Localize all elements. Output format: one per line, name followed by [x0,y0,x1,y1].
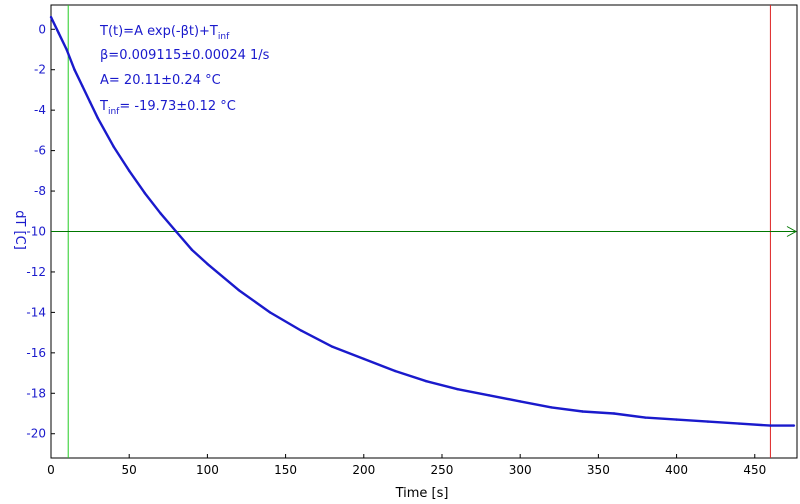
data-point [174,230,178,233]
y-tick-label: -18 [26,386,46,400]
data-point [456,388,459,391]
data-point [112,145,115,148]
data-point [128,169,131,172]
data-point [612,412,616,415]
y-axis-label: dT [C] [12,210,27,250]
data-point [550,406,553,409]
data-point [88,100,92,104]
series-group [49,15,796,427]
x-tick-label: 400 [665,463,688,477]
data-point [268,311,272,314]
fit-tinf: Tinf= -19.73±0.12 °C [99,99,236,117]
data-point [769,424,772,427]
data-point [362,357,365,361]
x-tick-label: 450 [743,463,766,477]
x-tick-label: 150 [274,463,297,477]
data-point [487,394,491,397]
y-tick-label: -4 [34,103,46,117]
data-point [300,329,303,332]
data-point [73,68,76,71]
y-tick-label: -8 [34,184,46,198]
x-tick-label: 250 [431,463,454,477]
fit-amplitude: A= 20.11±0.24 °C [100,73,221,88]
data-point [737,422,741,425]
y-tick-label: -6 [34,144,46,158]
fit-beta: β=0.009115±0.00024 1/s [100,48,270,63]
horizontal-arrow-icon [786,226,798,237]
data-point [49,15,53,19]
y-tick-label: -16 [26,346,46,360]
x-axis-label: Time [s] [395,486,449,501]
data-point [57,32,60,35]
data-point [519,400,522,403]
data-point [96,117,100,120]
data-point [237,288,240,292]
data-point [425,380,428,383]
data-point [706,420,710,423]
y-tick-label: -12 [26,265,46,279]
data-point [644,416,647,419]
y-tick-label: -2 [34,63,46,77]
y-tick-label: -10 [26,225,46,239]
x-tick-label: 200 [352,463,375,477]
x-tick-label: 300 [509,463,532,477]
data-point [159,212,162,215]
data-point [581,410,584,413]
data-point [331,345,334,348]
x-axis-ticks: 0 50 100 150 200 250 300 350 400 450 [47,454,766,477]
data-point [393,369,397,373]
data-point [81,84,84,88]
y-tick-label: 0 [38,22,46,36]
x-tick-label: 100 [196,463,219,477]
x-tick-label: 50 [122,463,137,477]
data-point [206,262,209,266]
y-tick-label: -14 [26,305,46,319]
data-point [190,248,193,251]
fit-annotation: T(t)=A exp(-βt)+Tinf β=0.009115±0.00024 … [99,24,270,117]
data-point [675,418,678,421]
y-axis-ticks: 0 -2 -4 -6 -8 -10 -12 -14 -16 -18 -20 [26,22,55,441]
data-point [792,424,796,427]
data-point [143,191,146,195]
x-tick-label: 0 [47,463,55,477]
data-point [65,48,68,51]
fit-formula: T(t)=A exp(-βt)+Tinf [99,24,230,42]
y-tick-label: -20 [26,427,46,441]
x-tick-label: 350 [587,463,610,477]
